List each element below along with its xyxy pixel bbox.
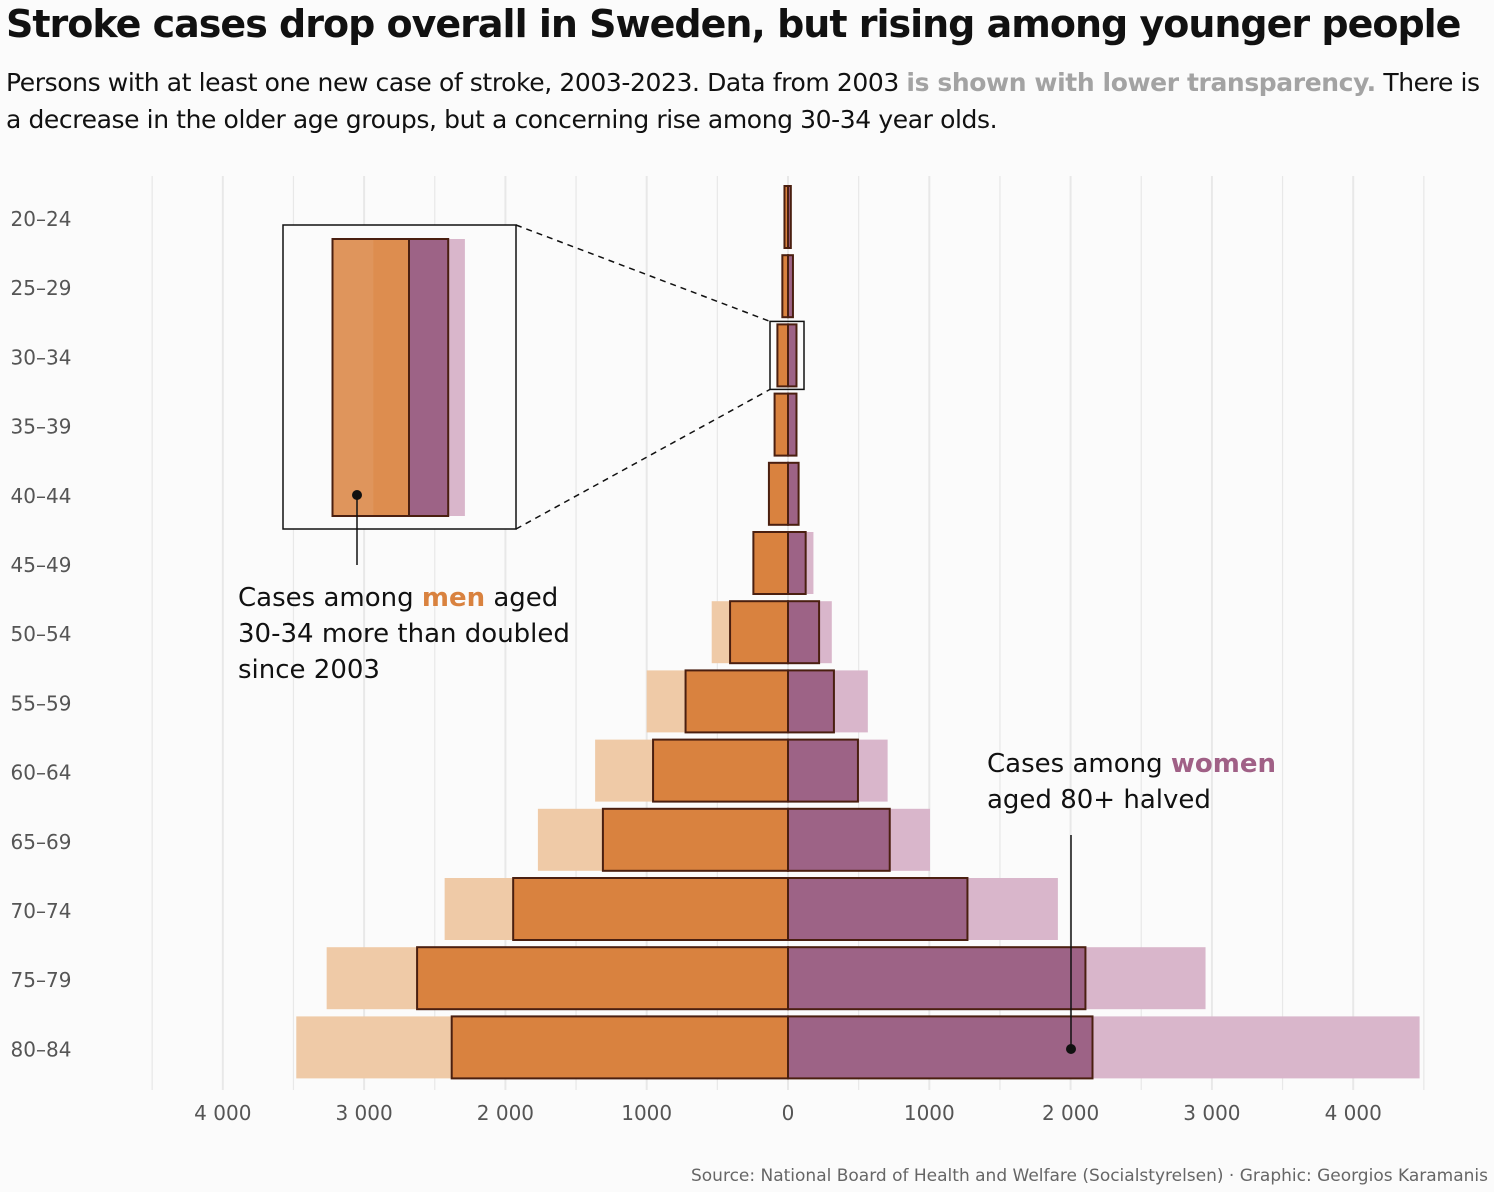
zoom-inset xyxy=(282,224,805,530)
y-tick-label: 40–44 xyxy=(11,484,72,508)
y-tick-label: 45–49 xyxy=(11,553,72,577)
bar-women-2023 xyxy=(787,392,798,457)
bar-women-2023 xyxy=(787,185,792,249)
bar-men-2023 xyxy=(776,323,790,388)
bar-men-2023 xyxy=(512,877,789,941)
zoom-connector-bottom xyxy=(515,388,771,530)
chart-subtitle: Persons with at least one new case of st… xyxy=(6,64,1486,138)
bar-men-2023 xyxy=(752,531,789,595)
x-tick-label: 2 000 xyxy=(1042,1101,1099,1125)
subtitle-part-2: There is a decrease in the older age gro… xyxy=(6,68,1480,134)
zoom-connector-top xyxy=(515,224,771,323)
y-axis-labels: 20–24 25–29 30–34 35–39 40–44 45–49 50–54 55–59… xyxy=(11,207,72,1061)
bar-women-2023 xyxy=(787,669,835,734)
annotation-men: Cases among men aged 30-34 more than dou… xyxy=(238,580,570,688)
bar-men-2023 xyxy=(601,807,789,872)
y-tick-label: 25–29 xyxy=(11,276,72,300)
y-tick-label: 70–74 xyxy=(11,899,72,923)
bar-women-2023 xyxy=(787,738,859,803)
bar-men-2023 xyxy=(684,669,789,734)
zoom-bar-women-2023 xyxy=(408,238,450,517)
annotation-men-highlight: men xyxy=(421,583,486,613)
y-tick-label: 20–24 xyxy=(11,207,72,231)
x-tick-label: 1000 xyxy=(904,1101,955,1125)
bar-women-2023 xyxy=(787,531,807,595)
bar-women-2023 xyxy=(787,254,794,319)
annotation-men-line-3: since 2003 xyxy=(238,655,380,685)
y-tick-label: 50–54 xyxy=(11,622,72,646)
annotation-women-line-2: aged 80+ halved xyxy=(987,785,1211,815)
annotation-women-highlight: women xyxy=(1170,749,1276,779)
bars xyxy=(296,185,1420,1080)
bar-women-2023 xyxy=(787,600,821,665)
x-tick-label: 4 000 xyxy=(1325,1101,1382,1125)
zoom-bar-men-2023 xyxy=(331,238,410,517)
y-tick-label: 30–34 xyxy=(11,345,72,369)
subtitle-muted: is shown with lower transparency. xyxy=(906,68,1376,97)
annotation-women-pre: Cases among xyxy=(987,749,1171,779)
x-tick-label: 4 000 xyxy=(194,1101,251,1125)
bar-men-2023 xyxy=(652,738,789,803)
x-tick-label: 0 xyxy=(782,1101,795,1125)
bar-women-2023 xyxy=(787,946,1087,1011)
x-tick-label: 3 000 xyxy=(335,1101,392,1125)
y-tick-label: 55–59 xyxy=(11,691,72,715)
x-tick-label: 1000 xyxy=(621,1101,672,1125)
y-tick-label: 60–64 xyxy=(11,761,72,785)
zoom-source-box xyxy=(769,320,805,391)
y-tick-label: 75–79 xyxy=(11,968,72,992)
bar-women-2023 xyxy=(787,1015,1094,1080)
y-tick-label: 80–84 xyxy=(11,1037,72,1061)
bar-men-2023 xyxy=(773,392,789,457)
source-credit: Source: National Board of Health and Wel… xyxy=(690,1166,1488,1186)
x-tick-label: 2 000 xyxy=(477,1101,534,1125)
bar-women-2023 xyxy=(787,877,969,941)
y-tick-label: 35–39 xyxy=(11,415,72,439)
bar-men-2023 xyxy=(450,1015,789,1080)
chart-title: Stroke cases drop overall in Sweden, but… xyxy=(6,2,1461,46)
bar-women-2023 xyxy=(787,323,798,388)
annotation-women: Cases among women aged 80+ halved xyxy=(987,746,1276,818)
bar-men-2023 xyxy=(729,600,790,665)
annotation-men-post: aged xyxy=(485,583,559,613)
bar-men-2023 xyxy=(416,946,789,1011)
x-axis-labels: 4 000 3 000 2 000 1000 0 1000 2 000 3 000 4 000 xyxy=(194,1101,1382,1125)
bar-women-2023 xyxy=(787,807,891,872)
bar-men-2023 xyxy=(767,461,789,526)
annotation-men-pre: Cases among xyxy=(238,583,422,613)
annotation-men-line-2: 30-34 more than doubled xyxy=(238,619,570,649)
y-tick-label: 65–69 xyxy=(11,830,72,854)
annotation-markers xyxy=(352,490,1076,1054)
subtitle-part-1: Persons with at least one new case of st… xyxy=(6,68,907,97)
bar-women-2023 xyxy=(787,461,800,526)
x-tick-label: 3 000 xyxy=(1183,1101,1240,1125)
